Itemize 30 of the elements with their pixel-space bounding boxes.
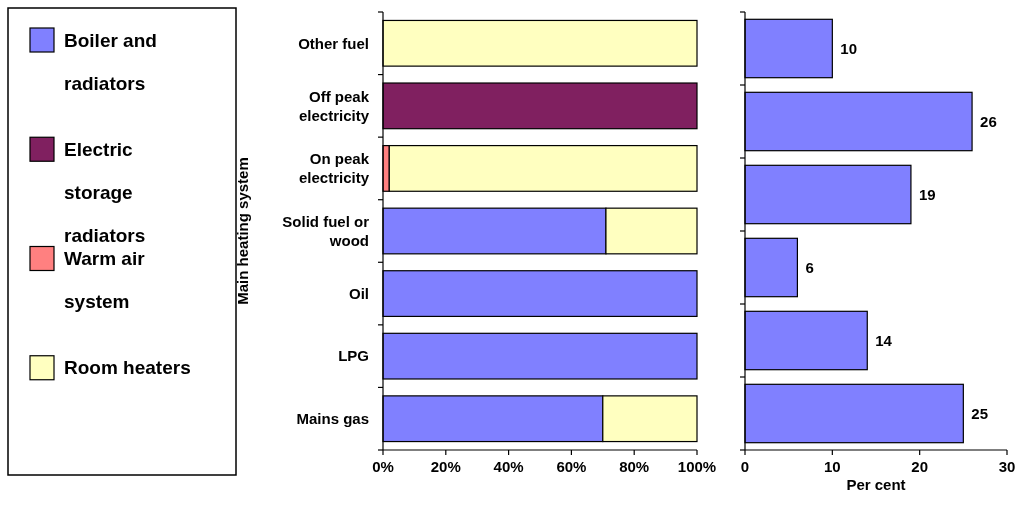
legend-label: Room heaters	[64, 357, 191, 379]
data-label: 25	[971, 404, 989, 422]
x-tick-label: 10	[823, 458, 841, 475]
data-label: 26	[980, 112, 997, 130]
y-tick-label: Mains gas	[296, 409, 369, 427]
x-tick-label: 40%	[493, 458, 524, 475]
data-label: 10	[840, 39, 858, 57]
y-tick-label: Solid fuel or wood	[282, 212, 370, 249]
y-axis-title: Main heating system	[234, 157, 251, 305]
x-tick-label: 0	[740, 458, 750, 475]
legend-label: Boiler and radiators	[64, 29, 157, 94]
x-axis-title: Per cent	[846, 476, 906, 493]
x-tick-label: 20%	[430, 458, 461, 475]
bar	[388, 144, 698, 192]
x-tick-label: 100%	[677, 458, 717, 475]
legend-label: Electric storage radiators	[64, 138, 146, 246]
x-tick-label: 30	[998, 458, 1016, 475]
data-label: 19	[918, 185, 936, 203]
y-tick-label: LPG	[338, 347, 369, 365]
x-tick-label: 0%	[372, 458, 394, 475]
y-tick-label: On peak electricity	[298, 150, 370, 187]
x-tick-label: 60%	[556, 458, 587, 475]
y-tick-label: Off peak electricity	[298, 87, 370, 124]
legend-label: Warm air system	[64, 248, 146, 313]
x-tick-label: 20	[911, 458, 929, 475]
data-label: 6	[805, 258, 814, 276]
data-label: 14	[875, 331, 893, 349]
x-tick-label: 80%	[619, 458, 650, 475]
y-tick-label: Oil	[348, 284, 369, 302]
y-tick-label: Other fuel	[298, 34, 369, 52]
